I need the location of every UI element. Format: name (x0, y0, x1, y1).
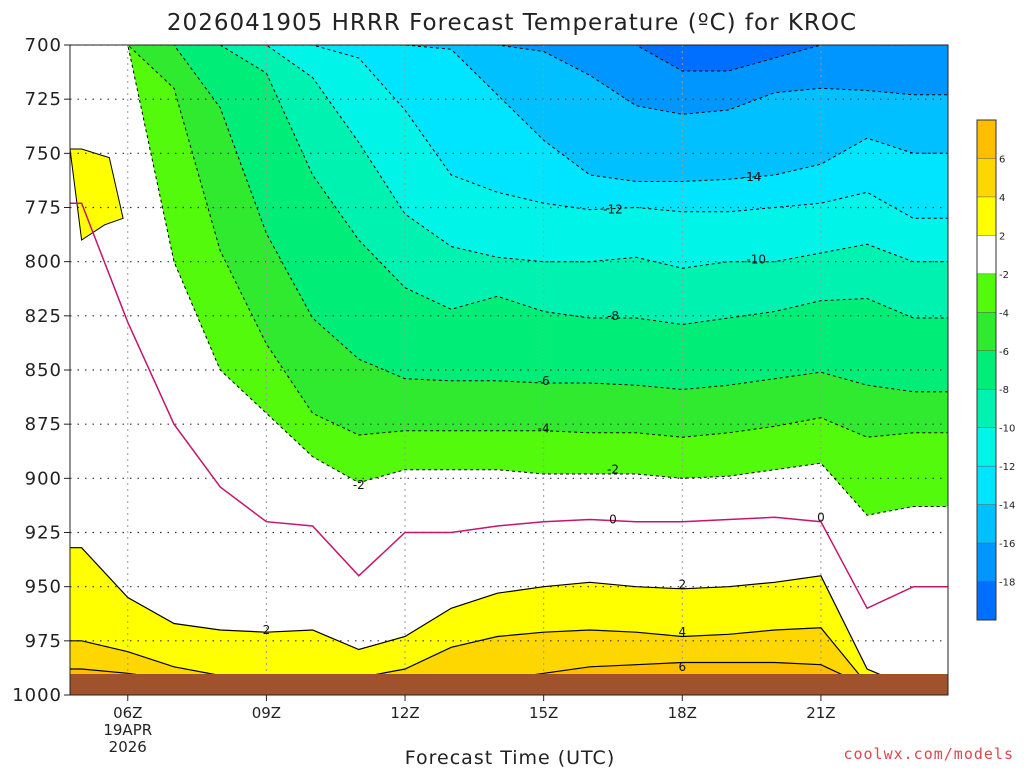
x-tick-label: 12Z (390, 704, 419, 722)
y-tick-label: 775 (25, 198, 62, 219)
colorbar-segment (977, 196, 996, 236)
colorbar-segment (977, 389, 996, 428)
colorbar-label: 4 (999, 193, 1005, 204)
isotherm-0 (70, 202, 948, 610)
x-tick-label: 09Z (252, 704, 281, 722)
y-tick-label: 800 (25, 252, 62, 273)
contour-label--2: -2 (353, 478, 365, 492)
y-tick-label: 900 (25, 468, 62, 489)
colorbar-label: -6 (999, 347, 1009, 358)
colorbar-segment (977, 504, 996, 544)
contour-label--6: -6 (538, 374, 550, 388)
contour-label-2: 2 (263, 623, 271, 637)
band-colder-than--18 (70, 45, 948, 71)
x-tick-date: 19APR (103, 721, 152, 739)
colorbar-segment (977, 273, 996, 313)
colorbar-label: -10 (999, 424, 1015, 435)
y-tick-label: 725 (25, 89, 62, 110)
colorbar-label: -2 (999, 270, 1009, 281)
colorbar-label: -14 (999, 501, 1015, 512)
temperature-fills (70, 45, 948, 695)
x-tick-label: 21Z (806, 704, 835, 722)
y-axis: 700 725 750 775 800 825 850 875 900 925 950 975 1000 (12, 35, 70, 706)
x-axis-label: Forecast Time (UTC) (405, 747, 615, 768)
colorbar-label: -4 (999, 308, 1009, 319)
contour-label--2: -2 (607, 463, 619, 477)
y-tick-label: 850 (25, 360, 62, 381)
contour-label--8: -8 (607, 309, 619, 323)
colorbar: 6 4 2 -2 -4 -6 -8 -10 -12 -14 -16 -18 (976, 119, 1015, 621)
plot-area (70, 45, 948, 695)
contour-label-4: 4 (678, 625, 686, 639)
isotherm-4 (70, 627, 948, 692)
credit-text[interactable]: coolwx.com/models (843, 745, 1014, 763)
isotherm--4 (70, 45, 948, 438)
colorbar-frame (976, 119, 997, 621)
contour-label-6: 6 (678, 660, 686, 674)
x-tick-label: 06Z (113, 704, 142, 722)
y-tick-label: 950 (25, 577, 62, 598)
y-tick-label: 1000 (12, 685, 62, 706)
isotherm--6 (70, 45, 948, 393)
grid-lines (70, 45, 948, 695)
y-tick-label: 825 (25, 306, 62, 327)
x-tick-label: 15Z (529, 704, 558, 722)
isotherm--2 (70, 45, 948, 516)
colorbar-segment (977, 235, 996, 274)
x-tick-label: 18Z (668, 704, 697, 722)
y-tick-label: 700 (25, 35, 62, 56)
colorbar-segment (977, 466, 996, 505)
y-tick-label: 875 (25, 414, 62, 435)
contour-label--4: -4 (538, 422, 550, 436)
y-tick-label: 925 (25, 523, 62, 544)
y-tick-label: 975 (25, 631, 62, 652)
ground-band (70, 674, 948, 695)
isotherm--12 (70, 45, 948, 219)
colorbar-segment (977, 350, 996, 390)
colorbar-label: -16 (999, 539, 1015, 550)
isotherm--18 (70, 45, 948, 72)
colorbar-segment (977, 158, 996, 197)
warm-pocket-fill (70, 148, 124, 241)
colorbar-label: -18 (999, 578, 1015, 589)
colorbar-segment (977, 427, 996, 467)
contour-label-0: 0 (817, 510, 825, 524)
isotherm-lines (70, 45, 948, 692)
contour-label-2: 2 (678, 578, 686, 592)
colorbar-segment (977, 312, 996, 351)
x-tick-year: 2026 (109, 738, 147, 756)
colorbar-segment (977, 120, 996, 159)
contour-label--14: -14 (742, 170, 762, 184)
colorbar-label: 2 (999, 231, 1005, 242)
colorbar-label: -8 (999, 385, 1009, 396)
isotherm--14 (70, 45, 948, 182)
colorbar-segment (977, 581, 996, 620)
colorbar-segment (977, 543, 996, 582)
colorbar-label: 6 (999, 154, 1005, 165)
contour-labels: -14 -12 -10 -8 -6 -4 -2 -2 0 0 2 2 4 6 (263, 170, 825, 674)
y-tick-label: 750 (25, 143, 62, 164)
contour-label-0: 0 (609, 513, 617, 527)
contour-label--12: -12 (603, 203, 623, 217)
isotherm-2 (70, 547, 948, 690)
colorbar-label: -12 (999, 462, 1015, 473)
contour-label--10: -10 (746, 253, 766, 267)
chart-title: 2026041905 HRRR Forecast Temperature (ºC… (167, 10, 857, 36)
